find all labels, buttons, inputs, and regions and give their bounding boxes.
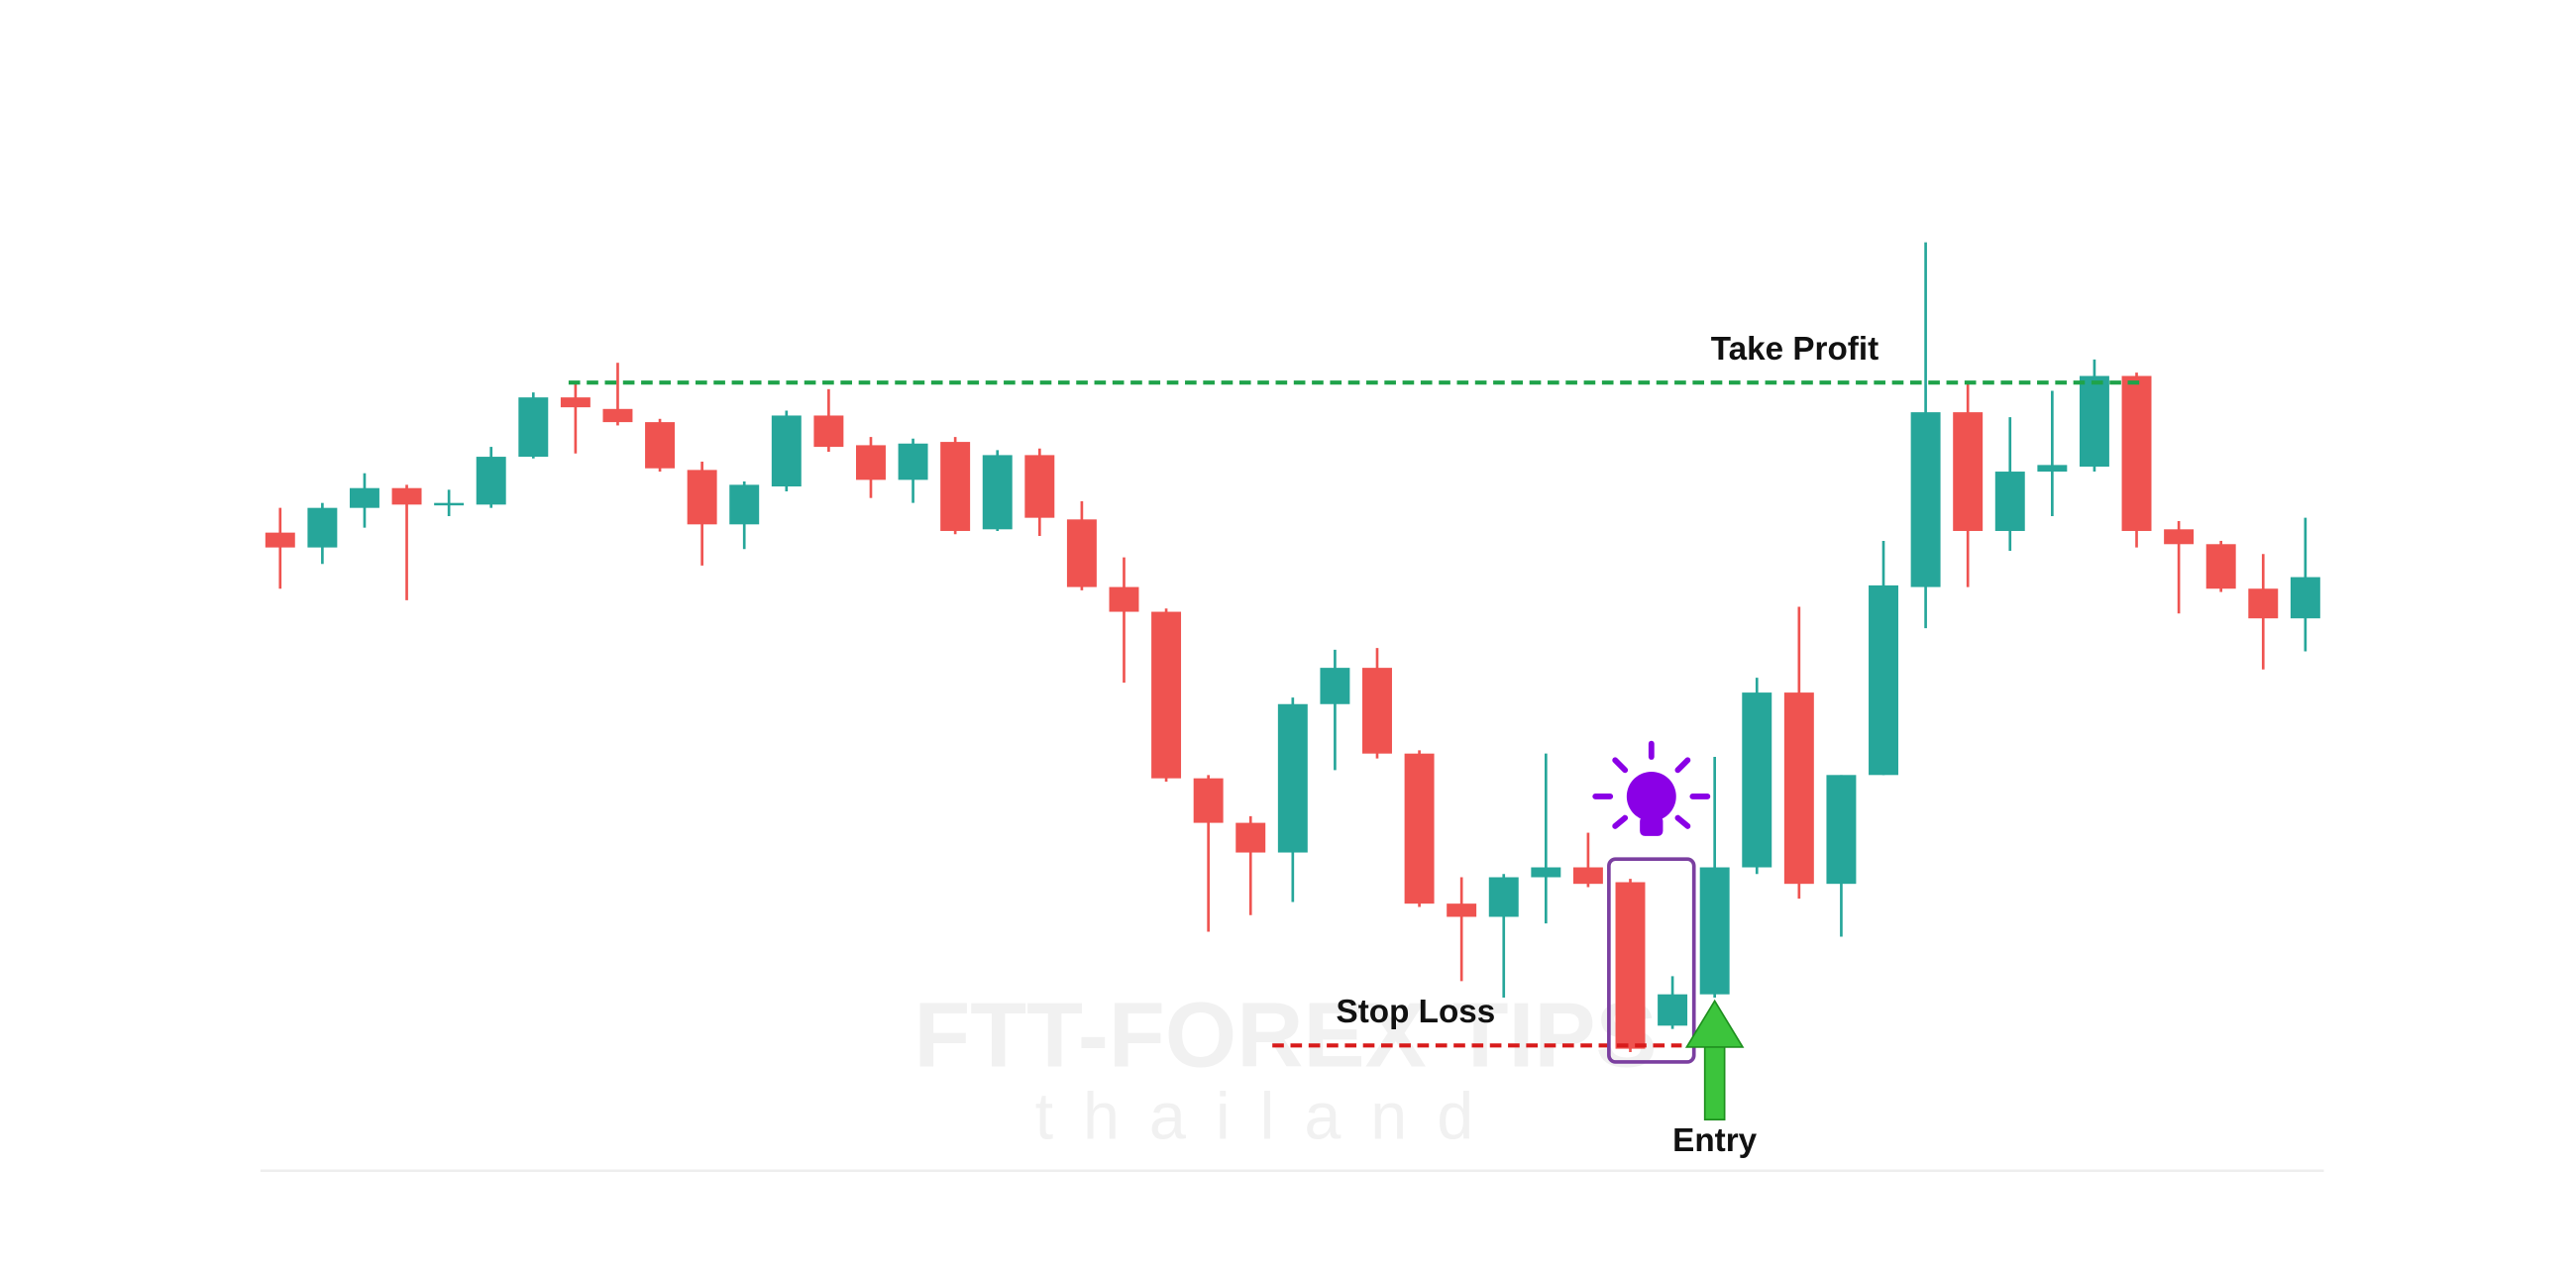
candle-body <box>560 397 590 408</box>
candle-body <box>1193 778 1224 823</box>
candle-body <box>1109 586 1139 612</box>
candle-body <box>518 397 549 458</box>
candle-body <box>434 502 465 506</box>
candle-body <box>1404 753 1435 904</box>
candle-body <box>898 443 928 480</box>
candle-body <box>2037 465 2068 473</box>
candle-body <box>1826 775 1857 885</box>
candle-body <box>1783 692 1814 885</box>
stop-loss-label: Stop Loss <box>1337 994 1496 1030</box>
candle-body <box>1151 611 1182 779</box>
entry-arrow-head <box>1684 999 1745 1048</box>
candle-body <box>1320 668 1350 704</box>
idea-icon <box>1592 740 1711 836</box>
candle-body <box>645 422 676 469</box>
candle-body <box>1869 584 1898 776</box>
candle-body <box>940 442 971 531</box>
candle-body <box>1235 822 1266 853</box>
candle-body <box>687 470 717 525</box>
candle-body <box>1910 412 1941 587</box>
candle-body <box>1362 668 1392 754</box>
candle-body <box>2248 588 2279 619</box>
take-profit-label: Take Profit <box>1711 331 1878 368</box>
pattern-box <box>1607 857 1696 1064</box>
candle-body <box>1488 877 1519 917</box>
candle-body <box>1572 867 1603 885</box>
candle-body <box>1953 412 1984 531</box>
candle-body <box>1447 903 1477 917</box>
entry-arrow <box>1684 999 1745 1121</box>
candle-body <box>1658 994 1688 1026</box>
candle-body <box>476 457 506 505</box>
candle-body <box>2164 529 2195 545</box>
candle-body <box>1531 867 1561 878</box>
candle-body <box>2205 544 2236 589</box>
candle-body <box>1024 455 1055 518</box>
candle-body <box>771 415 802 487</box>
candle-body <box>265 532 295 548</box>
candle-body <box>1699 867 1730 995</box>
candle-body <box>729 484 760 525</box>
entry-label: Entry <box>1672 1122 1758 1159</box>
candle-body <box>349 487 379 508</box>
candle-body <box>391 487 422 505</box>
candle-body <box>1277 703 1308 853</box>
candle-body <box>2290 577 2320 619</box>
candle-body <box>602 408 633 423</box>
candle-body <box>2079 375 2109 468</box>
candle-body <box>2121 375 2152 531</box>
candle-body <box>1742 692 1772 868</box>
candle-body <box>813 415 844 448</box>
watermark-subtitle: thailand <box>1035 1080 1504 1153</box>
candle-body <box>856 445 886 480</box>
candle-body <box>1615 882 1646 1049</box>
candle-body <box>982 455 1013 530</box>
candle-body <box>1994 472 2025 531</box>
entry-arrow-shaft <box>1703 1036 1726 1121</box>
watermark-title: FTT-FOREX TIPS <box>913 984 1657 1087</box>
candle-body <box>1066 519 1097 587</box>
candle-body <box>307 507 338 548</box>
